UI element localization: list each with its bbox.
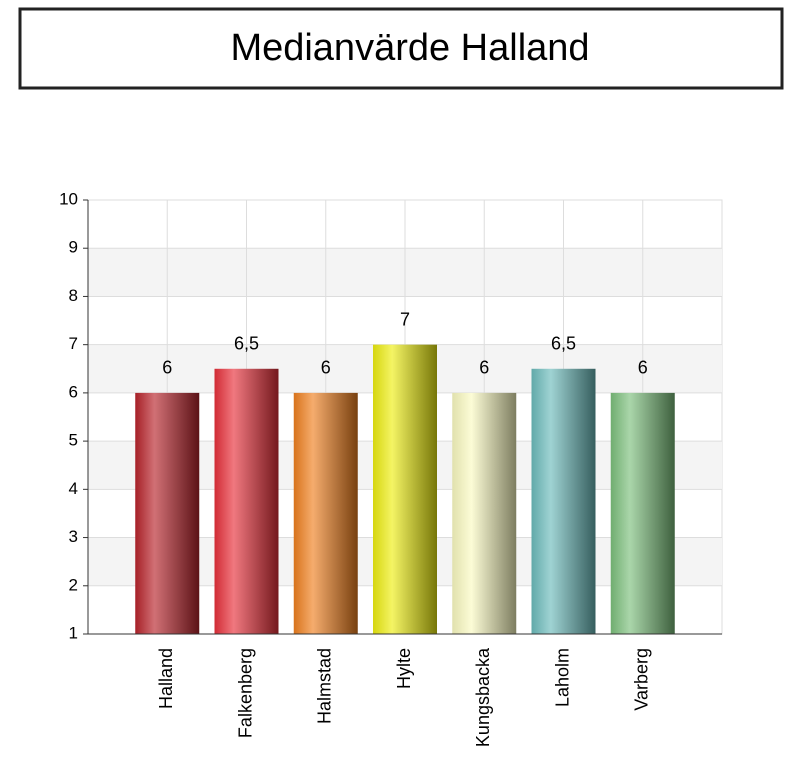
y-tick-label: 5 [69, 431, 78, 450]
bar [135, 392, 200, 634]
x-tick-label: Laholm [552, 648, 572, 707]
bar [293, 392, 358, 634]
title-box [18, 7, 784, 90]
value-label: 6 [162, 358, 172, 378]
y-tick-label: 9 [69, 238, 78, 257]
x-tick-label: Halland [156, 648, 176, 709]
value-label: 6 [321, 358, 331, 378]
x-tick-label: Kungsbacka [473, 647, 493, 747]
value-label: 6 [479, 358, 489, 378]
value-label: 6 [638, 358, 648, 378]
y-tick-label: 1 [69, 623, 78, 642]
bar [452, 392, 517, 634]
y-tick-label: 2 [69, 575, 78, 594]
bar [214, 368, 279, 634]
y-tick-label: 10 [59, 189, 78, 208]
bar [373, 344, 437, 634]
x-tick-label: Halmstad [315, 648, 335, 724]
bar [531, 368, 596, 634]
x-tick-label: Hylte [394, 648, 414, 689]
bar [610, 392, 675, 634]
value-label: 6,5 [551, 334, 576, 354]
y-tick-label: 7 [69, 334, 78, 353]
y-tick-label: 4 [69, 479, 78, 498]
value-label: 6,5 [234, 334, 259, 354]
value-label: 7 [400, 309, 410, 329]
x-tick-label: Falkenberg [235, 648, 255, 738]
y-tick-label: 6 [69, 382, 78, 401]
x-tick-label: Varberg [632, 648, 652, 711]
y-tick-label: 3 [69, 527, 78, 546]
chart-title: Medianvärde Halland [230, 27, 589, 69]
y-tick-label: 8 [69, 286, 78, 305]
